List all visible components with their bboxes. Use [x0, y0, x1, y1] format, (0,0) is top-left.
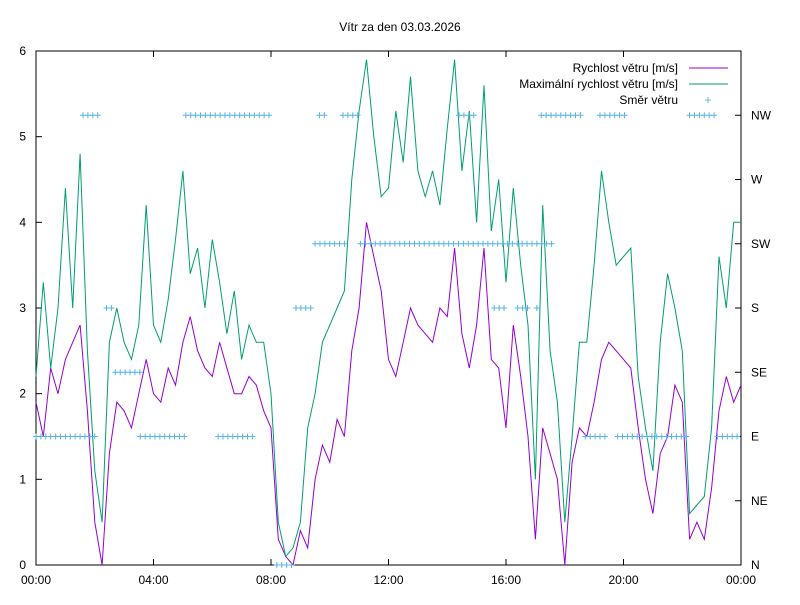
y2-tick-label: N: [751, 558, 760, 572]
y2-tick-label: NW: [751, 108, 772, 122]
legend-label-direction: Směr větru: [619, 93, 678, 107]
y2-tick-label: NE: [751, 494, 768, 508]
y-tick-label: 1: [19, 472, 26, 486]
direction-point: [307, 305, 314, 311]
x-tick-label: 12:00: [373, 573, 403, 587]
direction-point: [548, 240, 555, 247]
direction-points: [33, 112, 741, 568]
y-tick-label: 0: [19, 558, 26, 572]
direction-point: [683, 433, 690, 440]
direction-point: [501, 305, 508, 311]
direction-point: [341, 240, 348, 247]
y-tick-label: 6: [19, 44, 26, 58]
direction-point: [249, 433, 256, 440]
direction-point: [533, 305, 540, 311]
direction-point: [621, 112, 628, 119]
y-tick-label: 3: [19, 301, 26, 315]
legend-label-speed: Rychlost větru [m/s]: [573, 61, 678, 75]
x-tick-label: 16:00: [491, 573, 521, 587]
legend-swatch-direction: +: [704, 93, 711, 107]
series-line-gust: [35, 59, 741, 558]
direction-point: [266, 112, 273, 119]
direction-point: [711, 112, 718, 119]
x-tick-label: 08:00: [256, 573, 286, 587]
direction-point: [94, 112, 101, 119]
y2-tick-label: S: [751, 301, 759, 315]
direction-point: [321, 112, 328, 119]
direction-point: [181, 433, 188, 440]
direction-point: [601, 433, 608, 440]
y2-tick-label: SW: [751, 237, 771, 251]
y2-tick-label: SE: [751, 365, 767, 379]
y2-tick-label: E: [751, 430, 759, 444]
direction-point: [136, 369, 143, 376]
plot-frame: [35, 50, 742, 566]
series-line-speed: [35, 222, 742, 567]
y2-tick-label: W: [751, 173, 763, 187]
direction-point: [734, 433, 741, 440]
direction-point: [577, 112, 584, 119]
x-tick-label: 00:00: [21, 573, 51, 587]
direction-point: [470, 112, 477, 119]
direction-point: [354, 112, 361, 119]
chart-title: Vítr za den 03.03.2026: [339, 20, 461, 34]
direction-point: [524, 305, 531, 311]
x-tick-label: 04:00: [138, 573, 168, 587]
legend-label-gust: Maximální rychlost větru [m/s]: [519, 77, 678, 91]
x-tick-label: 20:00: [608, 573, 638, 587]
y-tick-label: 4: [19, 215, 26, 229]
y-tick-label: 5: [19, 130, 26, 144]
direction-point: [91, 433, 98, 440]
direction-point: [288, 562, 295, 568]
x-tick-label: 00:00: [726, 573, 756, 587]
legend: Rychlost větru [m/s] Maximální rychlost …: [519, 61, 728, 107]
direction-point: [108, 305, 115, 311]
y-tick-label: 2: [19, 387, 26, 401]
